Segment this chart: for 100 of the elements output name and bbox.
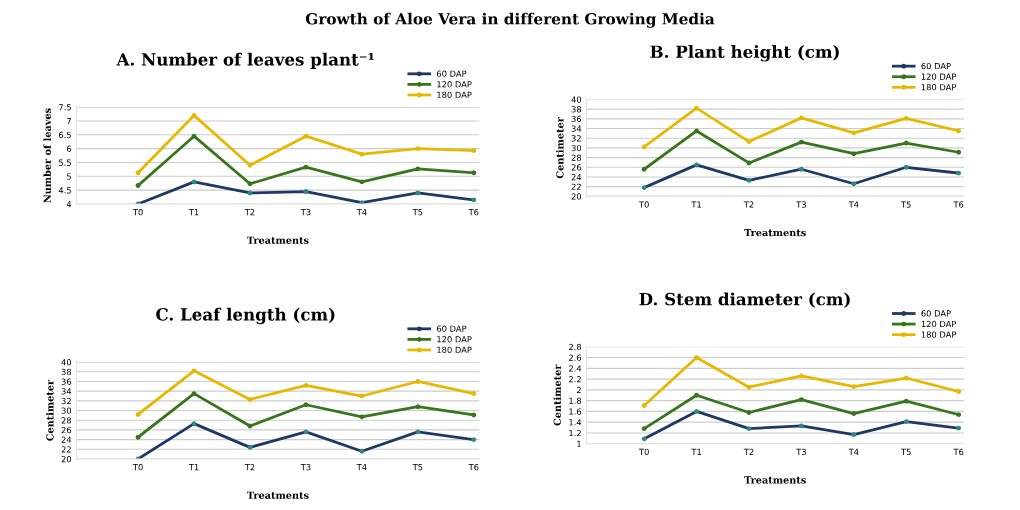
- legend-label: 180 DAP: [437, 346, 472, 353]
- y-tick-label: 26: [61, 426, 72, 434]
- y-tick-label: 4.5: [58, 187, 71, 194]
- point: [903, 140, 909, 146]
- point: [641, 166, 647, 172]
- y-tick-label: 6: [66, 145, 72, 152]
- legend-label: 120 DAP: [921, 73, 957, 80]
- chart-title: A. Number of leaves plant⁻¹: [116, 52, 374, 69]
- point: [471, 412, 477, 418]
- y-tick-label: 32: [61, 397, 71, 405]
- y-tick-label: 26: [571, 164, 582, 171]
- point: [471, 170, 477, 176]
- point: [956, 412, 962, 418]
- point: [415, 146, 421, 152]
- y-tick-label: 2: [576, 386, 581, 394]
- point: [798, 115, 804, 121]
- point: [851, 411, 857, 416]
- y-tick-label: 1.2: [569, 429, 581, 437]
- chart-title: C. Leaf length (cm): [156, 307, 335, 325]
- y-tick-label: 36: [61, 378, 72, 385]
- point: [798, 373, 804, 379]
- x-tick-label: T2: [743, 201, 754, 208]
- point: [247, 181, 253, 187]
- y-tick-label: 1.4: [569, 419, 582, 426]
- point: [641, 403, 647, 408]
- point: [303, 402, 309, 408]
- chart-title: D. Stem diameter (cm): [639, 292, 850, 308]
- y-axis-title: Centimeter: [553, 364, 561, 426]
- y-axis-title: Centimeter: [556, 117, 564, 179]
- x-tick-label: T4: [848, 201, 859, 208]
- point: [135, 434, 141, 440]
- y-tick-label: 7.5: [59, 104, 71, 111]
- y-tick-label: 24: [61, 436, 72, 443]
- x-tick-label: T0: [638, 201, 649, 208]
- point: [694, 355, 700, 360]
- chart-title: B. Plant height (cm): [650, 45, 839, 62]
- x-tick-label: T0: [638, 448, 649, 456]
- x-tick-label: T1: [188, 209, 199, 216]
- x-tick-label: T3: [300, 464, 311, 471]
- x-tick-label: T6: [468, 209, 479, 216]
- x-tick-label: T3: [300, 209, 311, 216]
- point: [798, 397, 804, 402]
- point: [956, 149, 962, 155]
- legend-label: 60 DAP: [921, 62, 951, 70]
- y-tick-label: 2.2: [569, 376, 581, 383]
- y-tick-label: 1.8: [569, 397, 582, 404]
- x-tick-label: T4: [356, 209, 367, 216]
- y-tick-label: 30: [61, 407, 72, 414]
- x-tick-label: T1: [691, 448, 701, 455]
- legend-label: 60 DAP: [436, 70, 467, 77]
- x-tick-label: T3: [796, 201, 806, 208]
- point: [247, 162, 253, 168]
- y-tick-label: 38: [61, 368, 72, 376]
- legend-label: 120 DAP: [437, 81, 472, 88]
- y-tick-label: 1: [577, 440, 581, 447]
- x-tick-label: T2: [743, 448, 754, 455]
- x-axis-title: Treatments: [246, 236, 309, 244]
- x-tick-label: T1: [691, 201, 701, 208]
- x-tick-label: T3: [796, 448, 806, 456]
- y-tick-label: 24: [571, 173, 582, 181]
- y-tick-label: 38: [571, 106, 582, 113]
- y-tick-label: 5: [66, 173, 71, 180]
- x-tick-label: T4: [356, 464, 367, 471]
- y-tick-label: 4: [66, 201, 72, 208]
- y-tick-label: 40: [571, 96, 582, 103]
- legend-label: 60 DAP: [921, 310, 951, 317]
- point: [694, 105, 700, 111]
- x-tick-label: T5: [412, 209, 423, 216]
- x-tick-label: T6: [468, 464, 479, 471]
- legend-label: 180 DAP: [437, 91, 472, 98]
- x-tick-label: T5: [901, 201, 911, 208]
- y-tick-label: 34: [61, 388, 72, 395]
- y-tick-label: 2.6: [569, 354, 582, 361]
- y-tick-label: 2.8: [569, 343, 582, 351]
- y-tick-label: 22: [61, 446, 71, 453]
- legend-label: 180 DAP: [921, 331, 957, 338]
- point: [471, 148, 477, 153]
- x-tick-label: T0: [132, 464, 143, 471]
- y-tick-label: 5.5: [59, 159, 71, 166]
- x-tick-label: T1: [188, 464, 199, 471]
- y-tick-label: 28: [61, 417, 72, 424]
- point: [135, 170, 141, 176]
- legend-label: 60 DAP: [436, 325, 467, 332]
- point: [694, 392, 700, 398]
- point: [191, 368, 197, 374]
- y-tick-label: 7: [67, 118, 71, 125]
- point: [903, 398, 909, 404]
- y-tick-label: 20: [61, 455, 72, 463]
- x-axis-title: Treatments: [744, 476, 806, 484]
- point: [415, 379, 421, 384]
- legend-label: 120 DAP: [921, 320, 957, 328]
- x-axis-title: Treatments: [744, 229, 806, 237]
- y-tick-label: 1.6: [569, 408, 582, 415]
- legend-label: 120 DAP: [437, 336, 472, 343]
- point: [851, 384, 857, 390]
- y-axis-title: Centimeter: [46, 379, 54, 441]
- y-axis-title: Number of leaves: [43, 108, 51, 203]
- y-tick-label: 2.4: [569, 365, 582, 372]
- point: [903, 115, 909, 121]
- y-tick-label: 28: [571, 154, 582, 161]
